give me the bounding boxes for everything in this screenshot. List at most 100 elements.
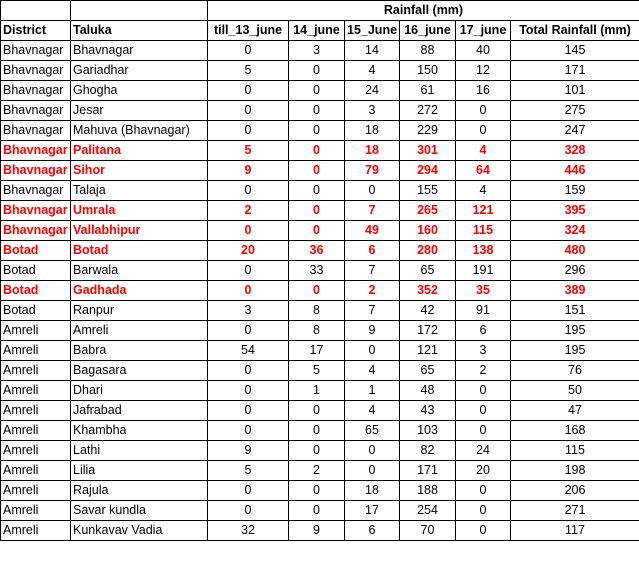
table-row: Bhavnagar Umrala 2 0 7 265 121 395	[0, 200, 639, 221]
table-row: Bhavnagar Gariadhar 5 0 4 150 12 171	[0, 60, 639, 81]
june-16-cell: 188	[399, 480, 456, 501]
june-16-cell: 70	[399, 520, 456, 541]
district-cell: Amreli	[0, 420, 71, 441]
group-header-row: Rainfall (mm)	[0, 0, 639, 21]
june-17-cell: 0	[455, 520, 511, 541]
june-14-cell: 0	[288, 220, 345, 241]
june-15-cell: 2	[344, 280, 400, 301]
total-rainfall-cell: 247	[510, 120, 639, 141]
june-14-cell: 0	[288, 160, 345, 181]
taluka-cell: Gadhada	[70, 280, 208, 301]
till-13-june-cell: 0	[207, 400, 289, 421]
till-13-june-cell: 0	[207, 420, 289, 441]
till-13-june-cell: 0	[207, 100, 289, 121]
table-row: Botad Gadhada 0 0 2 352 35 389	[0, 280, 639, 301]
total-rainfall-cell: 171	[510, 60, 639, 81]
june-15-cell: 4	[344, 400, 400, 421]
june-14-cell: 5	[288, 360, 345, 381]
june-15-cell: 18	[344, 120, 400, 141]
table-row: Amreli Dhari 0 1 1 48 0 50	[0, 380, 639, 401]
june-15-cell: 0	[344, 460, 400, 481]
till-13-june-cell: 0	[207, 260, 289, 281]
till-13-june-cell: 0	[207, 180, 289, 201]
table-row: Bhavnagar Vallabhipur 0 0 49 160 115 324	[0, 220, 639, 241]
june-16-cell: 88	[399, 40, 456, 61]
taluka-cell: Talaja	[70, 180, 208, 201]
total-rainfall-cell: 198	[510, 460, 639, 481]
group-header-blank-taluka	[70, 0, 208, 21]
june-14-cell: 0	[288, 280, 345, 301]
june-14-cell: 3	[288, 40, 345, 61]
till-13-june-cell: 54	[207, 340, 289, 361]
district-cell: Bhavnagar	[0, 80, 71, 101]
june-14-cell: 0	[288, 480, 345, 501]
till-13-june-cell: 0	[207, 220, 289, 241]
june-15-cell: 18	[344, 140, 400, 161]
till-13-june-cell: 0	[207, 360, 289, 381]
june-16-cell: 150	[399, 60, 456, 81]
district-cell: Bhavnagar	[0, 220, 71, 241]
total-rainfall-cell: 117	[510, 520, 639, 541]
june-17-cell: 91	[455, 300, 511, 321]
till-13-june-cell: 0	[207, 280, 289, 301]
column-header-total-rainfall: Total Rainfall (mm)	[510, 20, 639, 41]
table-row: Bhavnagar Talaja 0 0 0 155 4 159	[0, 180, 639, 201]
june-14-cell: 0	[288, 500, 345, 521]
total-rainfall-cell: 115	[510, 440, 639, 461]
june-16-cell: 254	[399, 500, 456, 521]
june-15-cell: 79	[344, 160, 400, 181]
june-14-cell: 8	[288, 300, 345, 321]
june-16-cell: 352	[399, 280, 456, 301]
june-17-cell: 12	[455, 60, 511, 81]
taluka-cell: Dhari	[70, 380, 208, 401]
district-cell: Amreli	[0, 320, 71, 341]
june-15-cell: 0	[344, 180, 400, 201]
june-14-cell: 0	[288, 420, 345, 441]
table-row: Amreli Rajula 0 0 18 188 0 206	[0, 480, 639, 501]
total-rainfall-cell: 195	[510, 320, 639, 341]
column-header-district: District	[0, 20, 71, 41]
district-cell: Bhavnagar	[0, 160, 71, 181]
june-14-cell: 33	[288, 260, 345, 281]
june-16-cell: 265	[399, 200, 456, 221]
district-cell: Botad	[0, 240, 71, 261]
column-header-17-june: 17_june	[455, 20, 511, 41]
table-row: Amreli Bagasara 0 5 4 65 2 76	[0, 360, 639, 381]
june-14-cell: 0	[288, 140, 345, 161]
june-15-cell: 4	[344, 360, 400, 381]
till-13-june-cell: 9	[207, 440, 289, 461]
june-14-cell: 9	[288, 520, 345, 541]
june-17-cell: 64	[455, 160, 511, 181]
table-row: Bhavnagar Ghogha 0 0 24 61 16 101	[0, 80, 639, 101]
total-rainfall-cell: 145	[510, 40, 639, 61]
taluka-cell: Botad	[70, 240, 208, 261]
june-17-cell: 0	[455, 100, 511, 121]
district-cell: Amreli	[0, 340, 71, 361]
june-16-cell: 43	[399, 400, 456, 421]
district-cell: Botad	[0, 300, 71, 321]
taluka-cell: Barwala	[70, 260, 208, 281]
june-14-cell: 0	[288, 440, 345, 461]
total-rainfall-cell: 206	[510, 480, 639, 501]
rainfall-table-body: Rainfall (mm) District Taluka till_13_ju…	[0, 0, 639, 541]
june-17-cell: 20	[455, 460, 511, 481]
total-rainfall-cell: 446	[510, 160, 639, 181]
june-14-cell: 0	[288, 200, 345, 221]
total-rainfall-cell: 151	[510, 300, 639, 321]
june-17-cell: 16	[455, 80, 511, 101]
taluka-cell: Vallabhipur	[70, 220, 208, 241]
june-17-cell: 138	[455, 240, 511, 261]
till-13-june-cell: 9	[207, 160, 289, 181]
total-rainfall-cell: 480	[510, 240, 639, 261]
till-13-june-cell: 0	[207, 380, 289, 401]
june-15-cell: 1	[344, 380, 400, 401]
district-cell: Bhavnagar	[0, 200, 71, 221]
table-row: Bhavnagar Mahuva (Bhavnagar) 0 0 18 229 0 247	[0, 120, 639, 141]
taluka-cell: Lilia	[70, 460, 208, 481]
table-row: Amreli Khambha 0 0 65 103 0 168	[0, 420, 639, 441]
total-rainfall-cell: 101	[510, 80, 639, 101]
taluka-cell: Rajula	[70, 480, 208, 501]
june-16-cell: 301	[399, 140, 456, 161]
till-13-june-cell: 0	[207, 320, 289, 341]
total-rainfall-cell: 271	[510, 500, 639, 521]
